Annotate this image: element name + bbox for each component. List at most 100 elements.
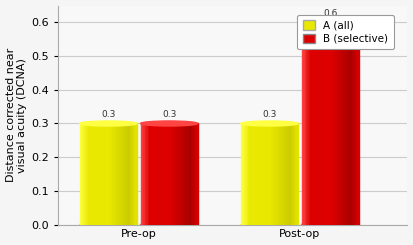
Bar	[305, 22, 306, 225]
Bar	[158, 123, 159, 225]
Bar	[195, 123, 197, 225]
Bar	[310, 22, 312, 225]
Bar	[108, 123, 110, 225]
Bar	[343, 22, 345, 225]
Bar	[161, 123, 162, 225]
Text: 0.3: 0.3	[262, 110, 277, 120]
Bar	[270, 123, 271, 225]
Bar	[259, 123, 261, 225]
Bar	[155, 123, 156, 225]
Ellipse shape	[140, 121, 198, 126]
Bar	[303, 22, 305, 225]
Bar	[142, 123, 143, 225]
Bar	[332, 22, 333, 225]
Bar	[164, 123, 165, 225]
Bar	[345, 22, 346, 225]
Bar	[285, 123, 287, 225]
Bar	[290, 123, 291, 225]
Bar	[336, 22, 337, 225]
Bar	[173, 123, 175, 225]
Bar	[271, 123, 272, 225]
Bar	[295, 123, 297, 225]
Bar	[251, 123, 252, 225]
Bar	[145, 123, 146, 225]
Bar	[186, 123, 188, 225]
Bar	[148, 123, 149, 225]
Ellipse shape	[241, 121, 298, 126]
Bar	[262, 123, 264, 225]
Bar	[288, 123, 290, 225]
Bar	[297, 123, 298, 225]
Bar	[192, 123, 194, 225]
Bar	[140, 123, 142, 225]
Bar	[94, 123, 95, 225]
Bar	[358, 22, 359, 225]
Bar	[255, 123, 256, 225]
Bar	[117, 123, 118, 225]
Bar	[265, 123, 267, 225]
Bar	[267, 123, 268, 225]
Bar	[95, 123, 97, 225]
Bar	[124, 123, 126, 225]
Bar	[102, 123, 104, 225]
Bar	[281, 123, 282, 225]
Bar	[268, 123, 270, 225]
Bar	[242, 123, 244, 225]
Bar	[143, 123, 145, 225]
Bar	[346, 22, 348, 225]
Bar	[130, 123, 131, 225]
Bar	[149, 123, 151, 225]
Bar	[123, 123, 124, 225]
Bar	[171, 123, 172, 225]
Bar	[328, 22, 329, 225]
Bar	[115, 123, 117, 225]
Bar	[287, 123, 288, 225]
Bar	[244, 123, 245, 225]
Bar	[294, 123, 295, 225]
Bar	[93, 123, 94, 225]
Bar	[126, 123, 127, 225]
Bar	[105, 123, 107, 225]
Bar	[176, 123, 178, 225]
Bar	[151, 123, 152, 225]
Bar	[168, 123, 169, 225]
Bar	[282, 123, 284, 225]
Bar	[121, 123, 123, 225]
Bar	[313, 22, 315, 225]
Legend: A (all), B (selective): A (all), B (selective)	[297, 15, 394, 49]
Bar	[152, 123, 153, 225]
Bar	[80, 123, 81, 225]
Bar	[292, 123, 294, 225]
Bar	[278, 123, 280, 225]
Bar	[118, 123, 120, 225]
Bar	[179, 123, 180, 225]
Bar	[185, 123, 186, 225]
Bar	[133, 123, 134, 225]
Bar	[97, 123, 98, 225]
Bar	[322, 22, 323, 225]
Bar	[131, 123, 133, 225]
Bar	[172, 123, 173, 225]
Bar	[252, 123, 254, 225]
Bar	[156, 123, 158, 225]
Bar	[320, 22, 322, 225]
Bar	[309, 22, 310, 225]
Bar	[248, 123, 249, 225]
Bar	[319, 22, 320, 225]
Bar	[165, 123, 166, 225]
Bar	[100, 123, 101, 225]
Bar	[330, 22, 332, 225]
Bar	[354, 22, 355, 225]
Bar	[241, 123, 242, 225]
Bar	[318, 22, 319, 225]
Bar	[84, 123, 85, 225]
Bar	[280, 123, 281, 225]
Bar	[349, 22, 351, 225]
Bar	[264, 123, 265, 225]
Bar	[339, 22, 340, 225]
Bar	[352, 22, 354, 225]
Bar	[356, 22, 358, 225]
Bar	[91, 123, 93, 225]
Bar	[188, 123, 189, 225]
Bar	[325, 22, 326, 225]
